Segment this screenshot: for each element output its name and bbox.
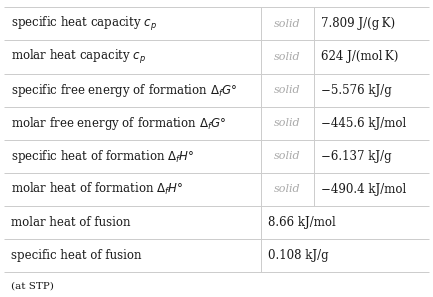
Text: solid: solid xyxy=(274,52,301,62)
Text: solid: solid xyxy=(274,85,301,95)
Text: −490.4 kJ/mol: −490.4 kJ/mol xyxy=(320,183,406,196)
Text: solid: solid xyxy=(274,151,301,161)
Text: solid: solid xyxy=(274,118,301,128)
Text: −445.6 kJ/mol: −445.6 kJ/mol xyxy=(320,116,406,129)
Text: 8.66 kJ/mol: 8.66 kJ/mol xyxy=(268,216,335,229)
Text: 7.809 J/(g K): 7.809 J/(g K) xyxy=(320,18,395,31)
Text: specific heat of formation $\Delta_f H°$: specific heat of formation $\Delta_f H°$ xyxy=(11,148,194,165)
Text: −5.576 kJ/g: −5.576 kJ/g xyxy=(320,83,391,97)
Text: molar heat of formation $\Delta_f H°$: molar heat of formation $\Delta_f H°$ xyxy=(11,181,183,197)
Text: 624 J/(mol K): 624 J/(mol K) xyxy=(320,50,398,64)
Text: solid: solid xyxy=(274,19,301,29)
Text: (at STP): (at STP) xyxy=(11,281,54,290)
Text: 0.108 kJ/g: 0.108 kJ/g xyxy=(268,249,328,262)
Text: molar heat of fusion: molar heat of fusion xyxy=(11,216,130,229)
Text: −6.137 kJ/g: −6.137 kJ/g xyxy=(320,150,391,163)
Text: solid: solid xyxy=(274,184,301,194)
Text: molar free energy of formation $\Delta_f G°$: molar free energy of formation $\Delta_f… xyxy=(11,115,226,132)
Text: specific heat capacity $c_p$: specific heat capacity $c_p$ xyxy=(11,15,157,33)
Text: molar heat capacity $c_p$: molar heat capacity $c_p$ xyxy=(11,48,146,66)
Text: specific heat of fusion: specific heat of fusion xyxy=(11,249,141,262)
Text: specific free energy of formation $\Delta_f G°$: specific free energy of formation $\Delt… xyxy=(11,82,237,99)
